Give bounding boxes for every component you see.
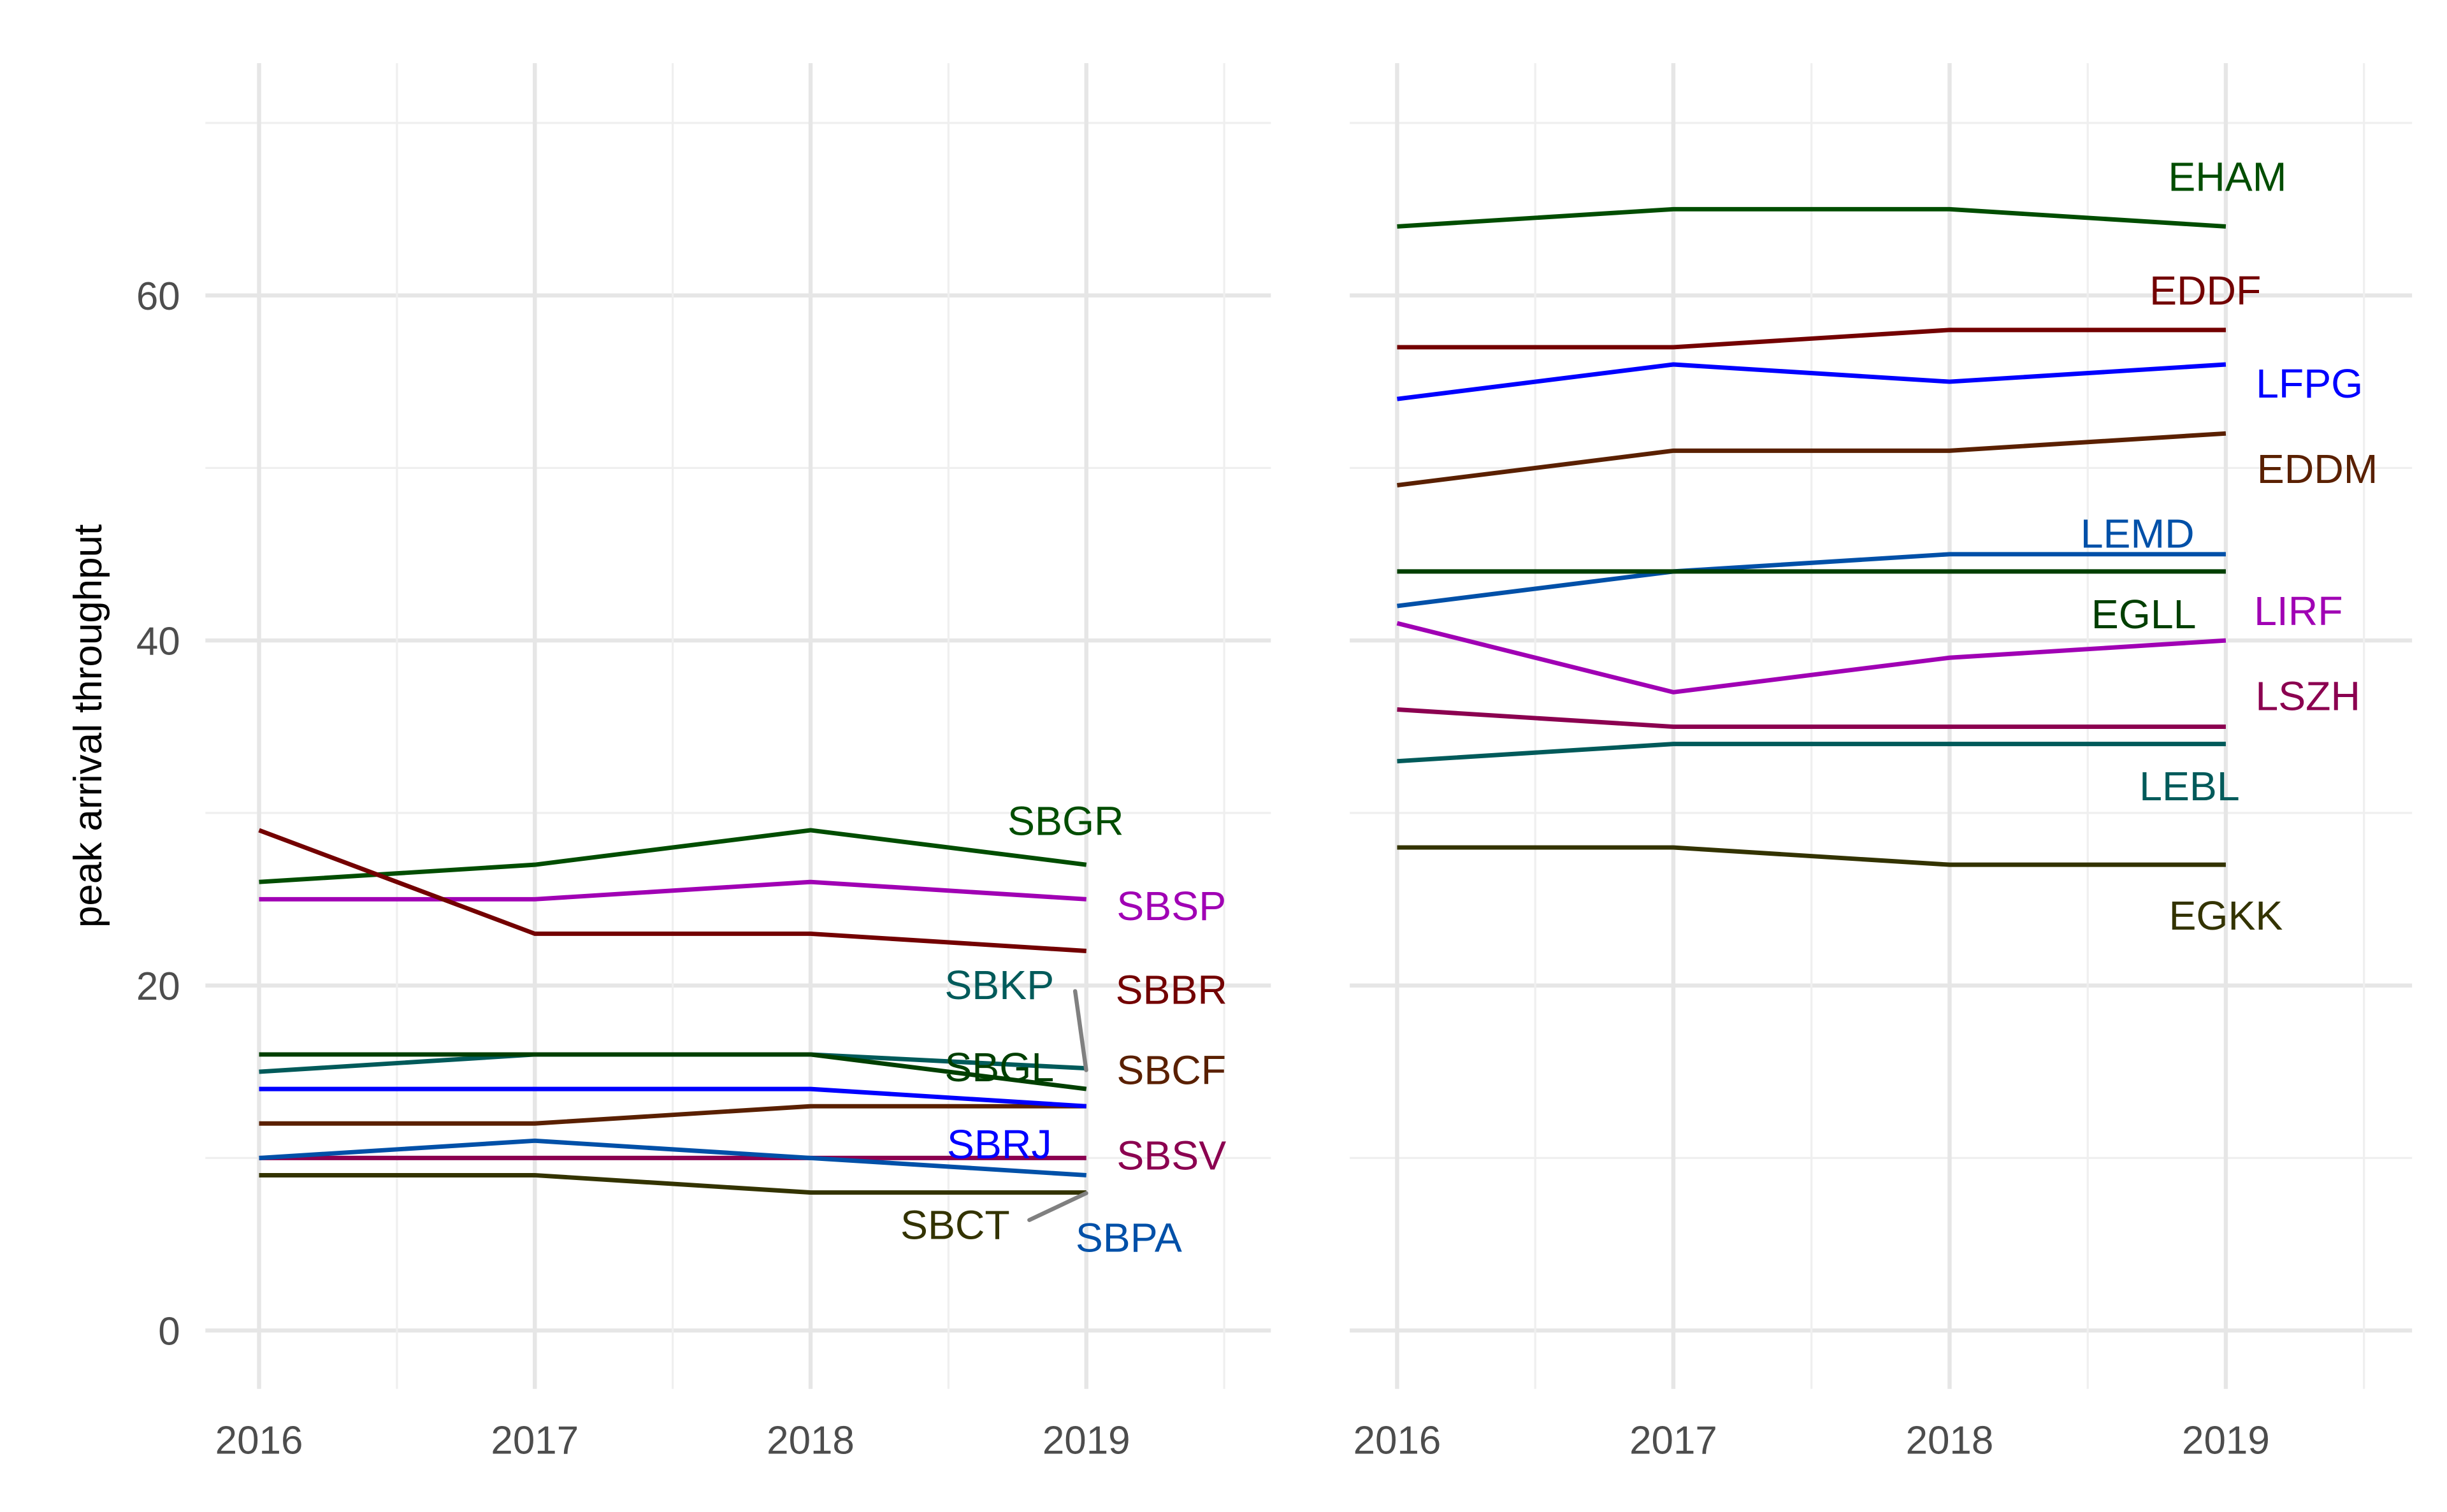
x-tick-label: 2018 [1906,1418,1994,1462]
line-eham [1397,206,2227,229]
label-eddf: EDDF [2149,268,2261,313]
label-sbgr: SBGR [1007,798,1123,844]
line-sbct [259,1173,1086,1195]
x-tick-label: 2016 [1353,1418,1441,1462]
line-sbrj [259,1086,1086,1109]
label-lfpg: LFPG [2256,361,2363,407]
label-lszh: LSZH [2255,673,2360,719]
axes: 2016 2017 2018 2019 0 20 40 60 2016 2017 2018 2019 [136,275,2270,1462]
line-sbgl [259,1052,1087,1091]
line-sbbr [258,828,1086,953]
y-tick-label: 20 [136,965,180,1009]
series-labels: SBGR SBSP SBBR SBKP SBGL SBCF SBRJ SBSV SBCT SBPA… [900,154,2378,1261]
label-lebl: LEBL [2139,763,2240,809]
x-tick-label: 2019 [2182,1418,2270,1462]
line-eddm [1397,431,2227,487]
label-sbpa: SBPA [1076,1214,1182,1260]
label-lirf: LIRF [2254,588,2343,634]
line-lfpg [1397,362,2227,401]
label-leader-line [1072,989,1088,1072]
line-egkk [1397,845,2226,867]
line-eddf [1397,328,2226,350]
line-lemd [1397,552,2226,608]
label-sbsp: SBSP [1116,883,1226,929]
label-lemd: LEMD [2081,511,2195,557]
label-egkk: EGKK [2169,893,2283,939]
line-lirf [1396,621,2227,695]
y-tick-label: 0 [158,1309,180,1353]
label-sbcf: SBCF [1116,1048,1226,1093]
x-tick-label: 2016 [215,1418,303,1462]
label-egll: EGLL [2091,591,2197,637]
x-tick-label: 2019 [1043,1418,1130,1462]
label-eddm: EDDM [2257,446,2378,492]
line-sbcf [259,1104,1086,1126]
series-lines [258,206,2227,1195]
label-sbct: SBCT [900,1202,1010,1248]
label-sbsv: SBSV [1116,1132,1226,1178]
label-sbkp: SBKP [944,962,1054,1008]
y-tick-label: 40 [136,619,180,663]
label-sbrj: SBRJ [947,1121,1052,1167]
line-sbsp [259,879,1086,902]
line-sbpa [259,1138,1086,1177]
y-tick-label: 60 [136,275,180,319]
x-tick-label: 2017 [1629,1418,1717,1462]
x-tick-label: 2017 [491,1418,579,1462]
y-axis-title: peak arrival throughput [66,524,110,928]
label-sbgl: SBGL [944,1044,1054,1090]
line-lszh [1397,707,2226,730]
label-sbbr: SBBR [1116,967,1227,1012]
line-lebl [1397,742,2226,764]
label-leader-line [1027,1191,1088,1222]
label-eham: EHAM [2168,154,2286,200]
x-tick-label: 2018 [767,1418,855,1462]
line-sbgr [259,828,1087,884]
